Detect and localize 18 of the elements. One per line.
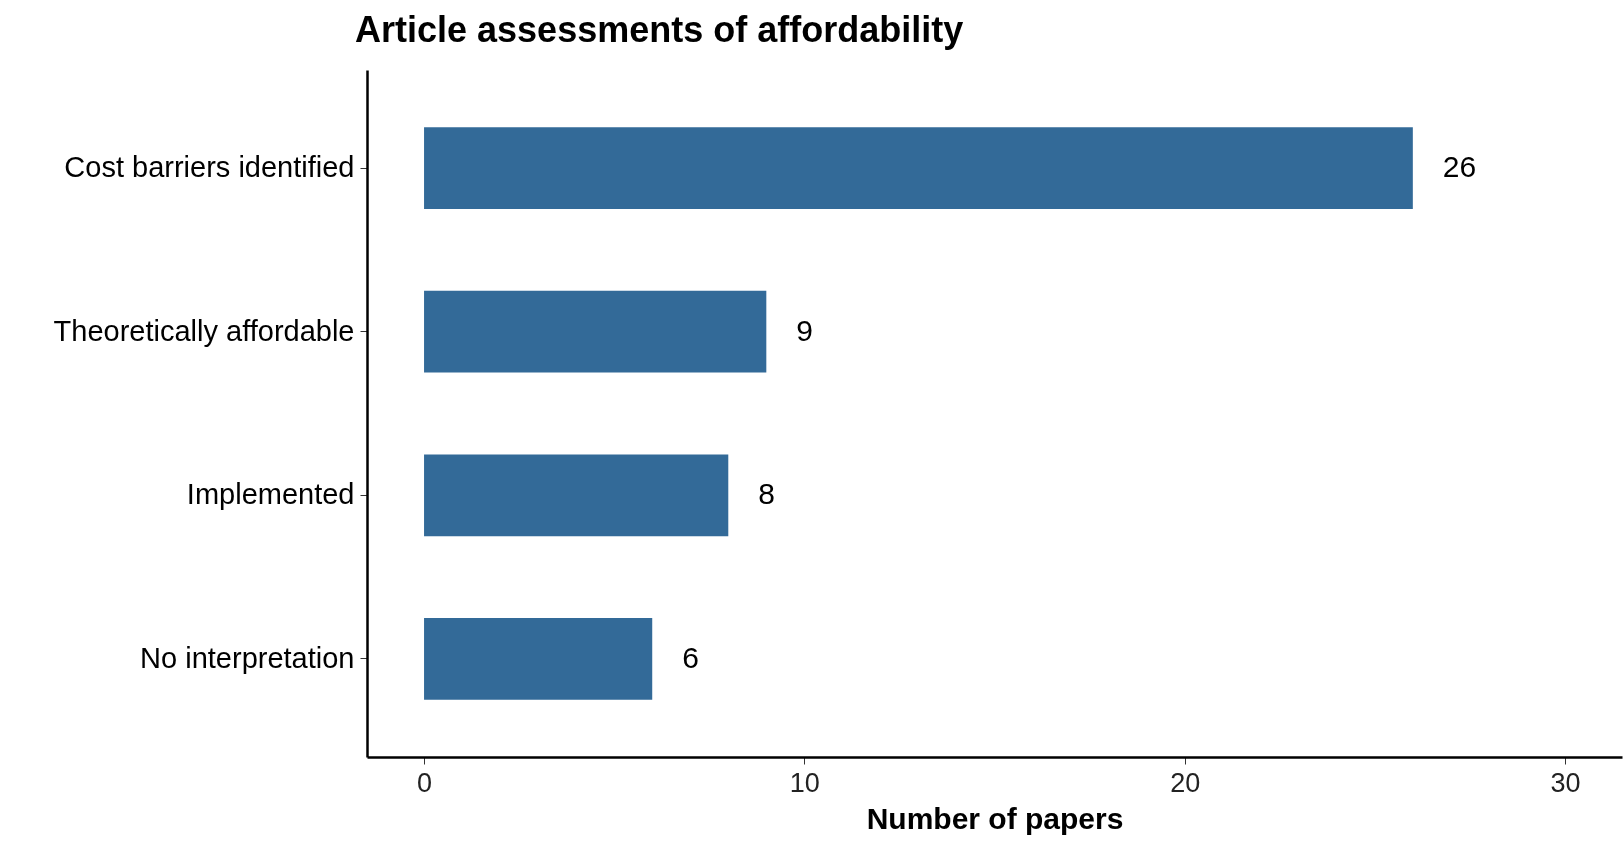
y-tick-label: Implemented — [186, 478, 355, 511]
bar — [424, 454, 729, 537]
y-tick-label: Cost barriers identified — [64, 151, 355, 184]
bar — [424, 127, 1413, 210]
y-tick-label: No interpretation — [140, 641, 355, 674]
y-tick-label: Theoretically affordable — [53, 314, 355, 347]
x-axis-title: Number of papers — [866, 801, 1124, 835]
x-tick-label: 0 — [417, 767, 433, 798]
data-label: 26 — [1442, 150, 1477, 184]
x-tick-label: 20 — [1170, 767, 1201, 798]
bar — [424, 290, 767, 373]
chart-title: Article assessments of affordability — [355, 9, 964, 50]
bar — [424, 617, 653, 700]
x-tick-label: 10 — [789, 767, 820, 798]
x-tick-label: 30 — [1550, 767, 1581, 798]
data-label: 9 — [796, 313, 814, 347]
data-label: 8 — [758, 477, 775, 511]
data-label: 6 — [682, 640, 699, 674]
